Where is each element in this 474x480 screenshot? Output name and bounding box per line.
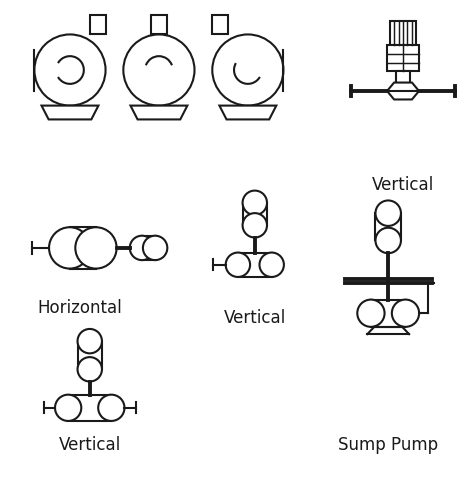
Bar: [375, 213, 401, 240]
Circle shape: [375, 201, 401, 226]
Circle shape: [123, 35, 194, 106]
Circle shape: [375, 228, 401, 253]
Circle shape: [392, 300, 419, 327]
Circle shape: [226, 252, 250, 277]
Circle shape: [130, 236, 154, 260]
Bar: [212, 15, 228, 35]
Text: Vertical: Vertical: [372, 176, 434, 194]
Polygon shape: [387, 83, 419, 99]
Polygon shape: [42, 106, 99, 120]
Circle shape: [243, 191, 267, 215]
Bar: [390, 21, 416, 45]
Bar: [90, 15, 106, 35]
Bar: [151, 15, 167, 35]
Text: Vertical: Vertical: [59, 436, 121, 454]
Bar: [243, 203, 267, 225]
Circle shape: [55, 395, 82, 421]
Bar: [238, 252, 272, 277]
Circle shape: [78, 329, 102, 353]
Bar: [68, 395, 111, 421]
Circle shape: [259, 252, 284, 277]
Circle shape: [75, 227, 117, 269]
Text: Vertical: Vertical: [224, 309, 286, 327]
Circle shape: [212, 35, 283, 106]
Bar: [78, 341, 102, 369]
Bar: [70, 227, 96, 269]
Circle shape: [49, 227, 91, 269]
Bar: [371, 300, 405, 327]
Bar: [142, 236, 155, 260]
Circle shape: [243, 213, 267, 238]
Circle shape: [35, 35, 106, 106]
Polygon shape: [130, 106, 187, 120]
Circle shape: [357, 300, 384, 327]
Circle shape: [143, 236, 167, 260]
Bar: [387, 45, 419, 72]
Circle shape: [78, 357, 102, 382]
Circle shape: [98, 395, 125, 421]
Bar: [396, 72, 410, 83]
Text: Sump Pump: Sump Pump: [338, 436, 438, 454]
Polygon shape: [219, 106, 276, 120]
Text: Horizontal: Horizontal: [37, 300, 122, 317]
